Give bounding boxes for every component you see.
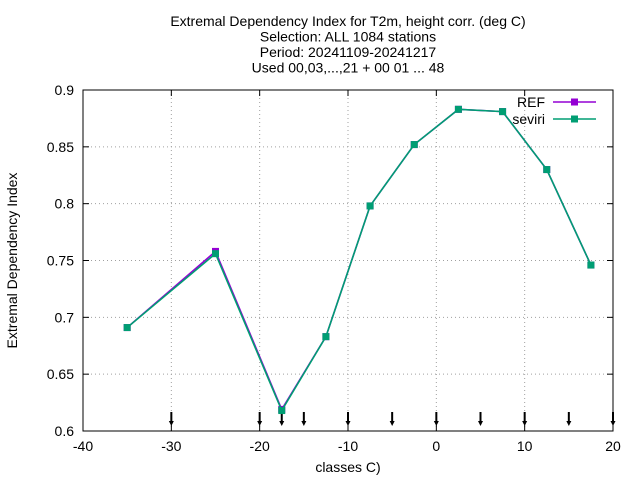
x-tick-label: -10 <box>338 438 358 454</box>
data-point <box>366 202 374 210</box>
data-point <box>410 141 418 149</box>
data-point <box>454 105 462 113</box>
x-tick-label: 10 <box>517 438 533 454</box>
class-marker <box>433 412 439 426</box>
legend-label: REF <box>517 94 545 110</box>
x-tick-label: -30 <box>161 438 181 454</box>
legend-label: seviri <box>512 111 545 127</box>
class-marker <box>279 412 285 426</box>
y-axis-label: Extremal Dependency Index <box>4 173 20 349</box>
series-line <box>126 108 592 413</box>
x-tick-label: -40 <box>73 438 93 454</box>
y-tick-label: 0.9 <box>55 82 75 98</box>
x-tick-label: 20 <box>605 438 621 454</box>
series-seviri <box>123 105 595 415</box>
data-point <box>499 108 507 116</box>
class-marker <box>168 412 174 426</box>
class-marker <box>478 412 483 426</box>
y-tick-label: 0.65 <box>47 366 74 382</box>
y-tick-label: 0.7 <box>55 309 75 325</box>
class-marker <box>345 412 351 426</box>
axis-ticks: -40 -30 -20 -10 0 10 20 0.6 0.65 0.7 0.75 0.8 0.85 0.… <box>47 82 621 454</box>
title-line: Selection: ALL 1084 stations <box>260 29 436 45</box>
y-tick-label: 0.8 <box>55 196 75 212</box>
title-line: Used 00,03,...,21 + 00 01 ... 48 <box>252 60 445 76</box>
legend-entry: seviri <box>512 111 596 127</box>
grid <box>83 90 613 431</box>
series-group <box>123 105 595 415</box>
title-line: Extremal Dependency Index for T2m, heigh… <box>170 13 525 29</box>
data-point <box>212 250 219 258</box>
series-REF <box>123 105 595 413</box>
data-point <box>543 166 551 174</box>
legend-swatch-marker <box>571 98 578 106</box>
class-marker <box>566 412 572 426</box>
data-point <box>123 324 131 332</box>
data-point <box>322 333 330 341</box>
y-tick-label: 0.75 <box>47 253 74 269</box>
y-tick-label: 0.6 <box>55 423 75 439</box>
x-tick-label: 0 <box>432 438 440 454</box>
x-tick-label: -20 <box>250 438 270 454</box>
chart-title: Extremal Dependency Index for T2m, heigh… <box>170 13 525 76</box>
data-point <box>587 261 595 269</box>
series-line <box>126 108 592 412</box>
legend-entry: REF <box>517 94 596 110</box>
x-axis-label: classes C) <box>315 459 380 475</box>
title-line: Period: 20241109-20241217 <box>260 44 437 60</box>
legend-swatch-marker <box>571 115 578 123</box>
class-marker <box>257 412 263 426</box>
class-marker <box>522 412 528 426</box>
class-marker <box>389 412 395 426</box>
class-boundary-markers <box>168 412 616 426</box>
data-point <box>278 407 286 415</box>
class-marker <box>301 412 307 426</box>
y-tick-label: 0.85 <box>47 139 74 155</box>
class-marker <box>610 412 616 426</box>
